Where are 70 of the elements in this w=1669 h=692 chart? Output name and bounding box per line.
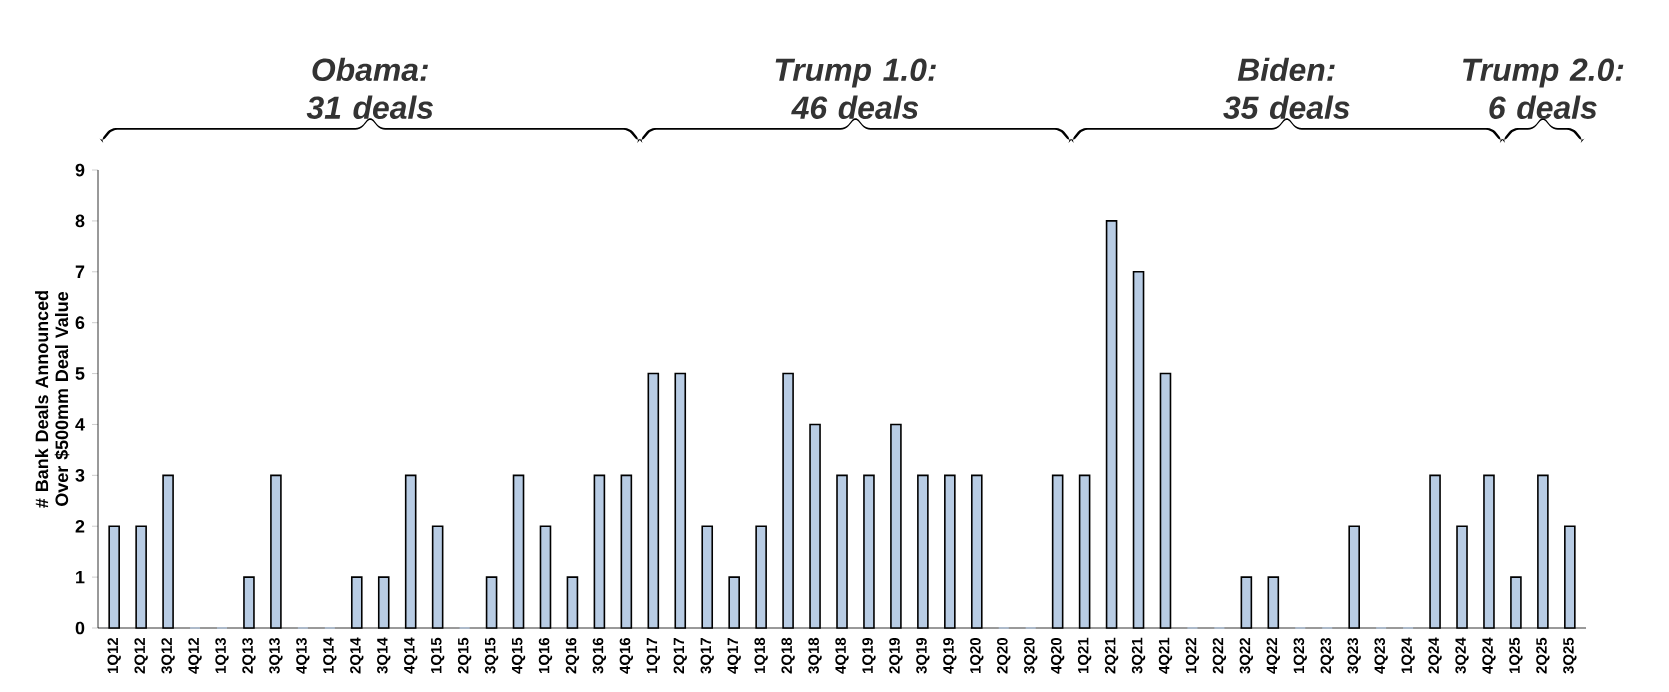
x-tick-label: 3Q21 <box>1131 637 1146 674</box>
x-tick-label: 4Q23 <box>1374 637 1388 674</box>
text: Biden: 35 deals <box>1223 57 1350 119</box>
x-tick-label: 2Q15 <box>457 637 472 674</box>
x-tick-label: 2Q17 <box>673 638 687 674</box>
x-tick-label: 1Q22 <box>1185 638 1200 674</box>
x-tick-label: 2Q20 <box>997 638 1011 674</box>
x-tick-label: 3Q22 <box>1239 638 1254 674</box>
x-tick-label: 3Q19 <box>916 637 930 674</box>
x-tick-label: 1Q12 <box>107 638 121 674</box>
text: Obama: 31 deals <box>306 57 433 119</box>
y-tick-label: 4 <box>75 418 85 431</box>
x-tick-label: 4Q24 <box>1482 637 1496 674</box>
y-tick-label: 3 <box>75 468 85 482</box>
x-tick-label: 4Q19 <box>943 637 957 674</box>
x-tick-label: 3Q12 <box>161 638 175 674</box>
x-tick-label: 2Q25 <box>1536 637 1550 674</box>
x-tick-label: 2Q18 <box>781 637 795 674</box>
x-tick-label: 1Q24 <box>1401 637 1415 674</box>
x-tick-label: 1Q20 <box>970 638 984 674</box>
x-tick-label: 4Q15 <box>511 637 526 674</box>
x-tick-label: 2Q24 <box>1428 637 1442 674</box>
x-tick-label: 1Q15 <box>430 637 445 674</box>
y-axis-title: # Bank Deals Announced Over $500mm Deal Value <box>35 291 70 508</box>
x-tick-label: 3Q13 <box>269 637 283 674</box>
y-tick-label: 8 <box>75 214 85 228</box>
x-tick-label: 1Q19 <box>862 637 876 674</box>
x-tick-label: 3Q20 <box>1024 638 1038 674</box>
x-tick-label: 2Q21 <box>1104 637 1119 674</box>
x-tick-label: 2Q14 <box>350 637 364 674</box>
x-tick-label: 3Q16 <box>592 637 607 674</box>
x-tick-label: 1Q21 <box>1077 637 1092 674</box>
x-tick-label: 4Q12 <box>188 638 202 674</box>
x-tick-label: 3Q18 <box>808 637 822 674</box>
text: Trump 1.0: 46 deals <box>775 58 936 119</box>
y-tick-label: 1 <box>76 570 85 584</box>
x-tick-label: 3Q23 <box>1347 637 1361 674</box>
y-tick-label: 6 <box>75 316 85 330</box>
y-tick-label: 2 <box>75 519 85 533</box>
x-tick-label: 2Q22 <box>1212 638 1227 674</box>
x-tick-label: 1Q13 <box>215 637 229 674</box>
x-tick-label: 4Q18 <box>835 637 849 674</box>
x-tick-label: 2Q23 <box>1320 637 1334 674</box>
text: Trump 2.0: 6 deals <box>1463 58 1624 119</box>
x-tick-label: 4Q21 <box>1158 637 1173 674</box>
y-tick-label: 5 <box>75 367 85 380</box>
x-tick-label: 1Q25 <box>1509 637 1523 674</box>
x-tick-label: 2Q12 <box>134 638 148 674</box>
x-tick-label: 1Q23 <box>1293 637 1307 674</box>
x-tick-label: 3Q24 <box>1455 637 1469 674</box>
x-tick-label: 1Q17 <box>646 638 660 674</box>
x-tick-label: 1Q18 <box>754 637 768 674</box>
x-tick-label: 2Q13 <box>242 637 256 674</box>
x-tick-label: 4Q20 <box>1050 638 1065 674</box>
x-tick-label: 2Q16 <box>565 637 580 674</box>
x-tick-label: 3Q15 <box>484 637 499 674</box>
x-tick-label: 4Q17 <box>727 638 741 674</box>
x-tick-label: 4Q13 <box>296 637 310 674</box>
x-tick-label: 4Q14 <box>404 637 418 674</box>
x-tick-label: 2Q19 <box>889 637 903 674</box>
x-tick-label: 1Q14 <box>323 637 337 674</box>
x-tick-label: 3Q25 <box>1563 637 1577 674</box>
y-tick-label: 0 <box>75 621 85 635</box>
x-tick-label: 1Q16 <box>538 637 553 674</box>
x-tick-label: 4Q22 <box>1266 638 1280 674</box>
x-tick-label: 3Q14 <box>377 637 391 674</box>
x-tick-label: 4Q16 <box>619 637 634 674</box>
y-tick-label: 9 <box>75 163 85 177</box>
x-tick-label: 3Q17 <box>700 638 714 674</box>
y-tick-label: 7 <box>75 265 85 278</box>
